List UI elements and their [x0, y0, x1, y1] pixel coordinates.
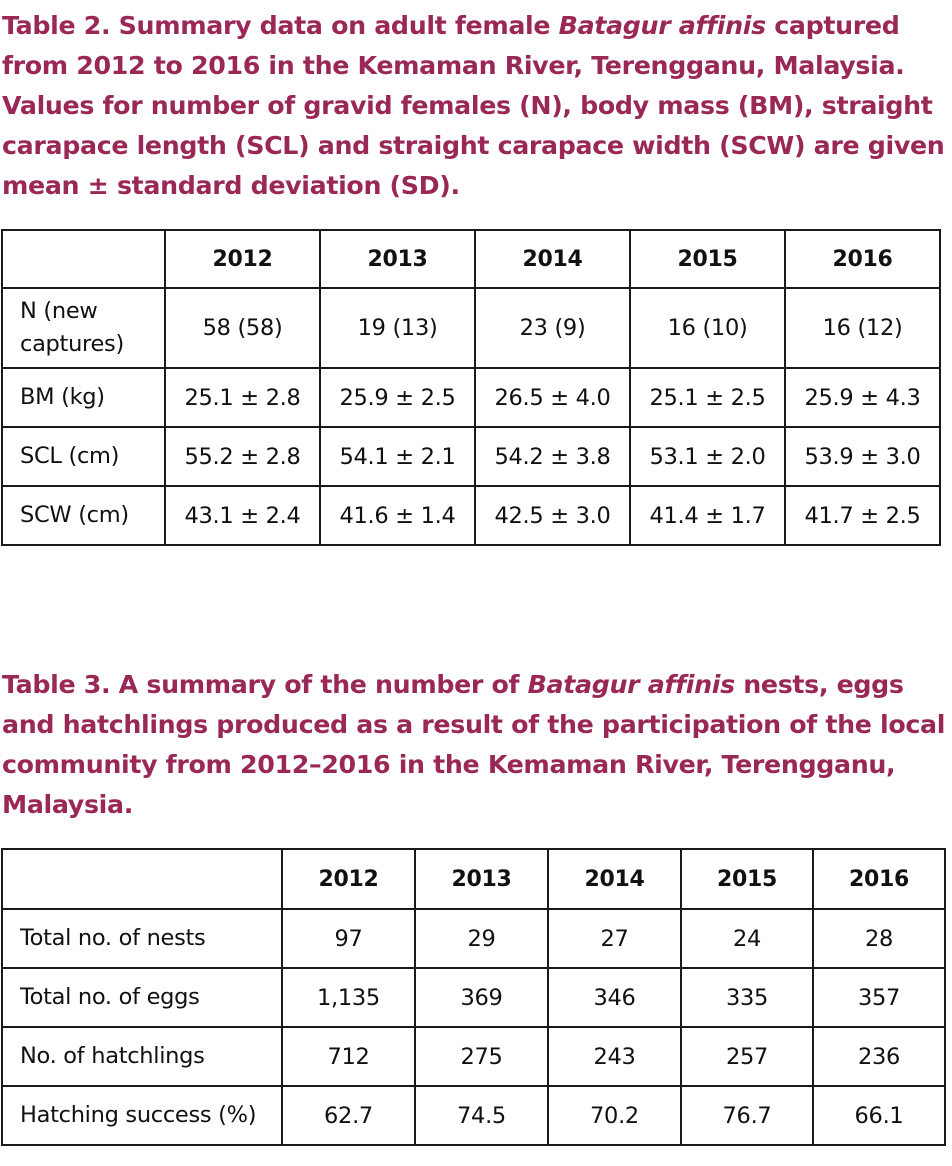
header-cell: 2014: [547, 848, 682, 910]
table-row: SCL (cm) 55.2 ± 2.8 54.1 ± 2.1 54.2 ± 3.…: [1, 426, 941, 487]
table-cell: 26.5 ± 4.0: [474, 367, 631, 428]
table-cell: 1,135: [281, 967, 416, 1028]
table-cell: 275: [414, 1026, 549, 1087]
table2-caption: Table 2. Summary data on adult female Ba…: [2, 6, 952, 206]
table-cell: 58 (58): [164, 287, 321, 369]
table-cell: 24: [680, 908, 814, 969]
table-cell: 76.7: [680, 1085, 814, 1146]
table-cell: 16 (12): [784, 287, 941, 369]
row-label: Hatching success (%): [1, 1085, 283, 1146]
row-label: Total no. of eggs: [1, 967, 283, 1028]
caption-line: and hatchlings produced as a result of t…: [2, 710, 946, 739]
table-cell: 243: [547, 1026, 682, 1087]
table-cell: 74.5: [414, 1085, 549, 1146]
table3-caption: Table 3. A summary of the number of Bata…: [2, 665, 948, 825]
row-label: No. of hatchlings: [1, 1026, 283, 1087]
table3: 2012 2013 2014 2015 2016 Total no. of ne…: [1, 848, 946, 1146]
table-cell: 369: [414, 967, 549, 1028]
table-cell: 62.7: [281, 1085, 416, 1146]
table-cell: 712: [281, 1026, 416, 1087]
header-cell: 2015: [629, 229, 786, 289]
caption-line: carapace length (SCL) and straight carap…: [2, 131, 952, 160]
row-label: SCL (cm): [1, 426, 166, 487]
table-cell: 41.4 ± 1.7: [629, 485, 786, 546]
header-cell: 2012: [281, 848, 416, 910]
caption-line: Table 2. Summary data on adult female Ba…: [2, 11, 900, 40]
table-row: Hatching success (%) 62.7 74.5 70.2 76.7…: [1, 1085, 946, 1146]
table-cell: 70.2: [547, 1085, 682, 1146]
table-cell: 28: [812, 908, 946, 969]
row-label: BM (kg): [1, 367, 166, 428]
header-cell: 2013: [414, 848, 549, 910]
caption-line: Table 3. A summary of the number of Bata…: [2, 670, 904, 699]
table-cell: 335: [680, 967, 814, 1028]
row-label: SCW (cm): [1, 485, 166, 546]
table-cell: 42.5 ± 3.0: [474, 485, 631, 546]
table-cell: 41.6 ± 1.4: [319, 485, 476, 546]
table-cell: 66.1: [812, 1085, 946, 1146]
header-cell: 2016: [784, 229, 941, 289]
table-cell: 55.2 ± 2.8: [164, 426, 321, 487]
table-cell: 25.1 ± 2.5: [629, 367, 786, 428]
table-cell: 53.9 ± 3.0: [784, 426, 941, 487]
caption-line: from 2012 to 2016 in the Kemaman River, …: [2, 51, 905, 80]
row-label: Total no. of nests: [1, 908, 283, 969]
table-row: SCW (cm) 43.1 ± 2.4 41.6 ± 1.4 42.5 ± 3.…: [1, 485, 941, 546]
table-cell: 236: [812, 1026, 946, 1087]
caption-line: community from 2012–2016 in the Kemaman …: [2, 750, 896, 779]
table-cell: 27: [547, 908, 682, 969]
table-cell: 23 (9): [474, 287, 631, 369]
table-cell: 357: [812, 967, 946, 1028]
table-cell: 25.9 ± 2.5: [319, 367, 476, 428]
table-cell: 54.1 ± 2.1: [319, 426, 476, 487]
table-cell: 43.1 ± 2.4: [164, 485, 321, 546]
table-row: No. of hatchlings 712 275 243 257 236: [1, 1026, 946, 1087]
caption-line: Values for number of gravid females (N),…: [2, 91, 933, 120]
table-cell: 25.9 ± 4.3: [784, 367, 941, 428]
row-label: N (new captures): [1, 287, 166, 369]
table-row: N (new captures) 58 (58) 19 (13) 23 (9) …: [1, 287, 941, 369]
table-row: BM (kg) 25.1 ± 2.8 25.9 ± 2.5 26.5 ± 4.0…: [1, 367, 941, 428]
table-cell: 257: [680, 1026, 814, 1087]
table-cell: 16 (10): [629, 287, 786, 369]
header-cell: 2015: [680, 848, 814, 910]
caption-line: Malaysia.: [2, 790, 133, 819]
header-cell: 2016: [812, 848, 946, 910]
table-row: Total no. of eggs 1,135 369 346 335 357: [1, 967, 946, 1028]
table-cell: 25.1 ± 2.8: [164, 367, 321, 428]
header-cell: 2013: [319, 229, 476, 289]
table-cell: 346: [547, 967, 682, 1028]
table2: 2012 2013 2014 2015 2016 N (new captures…: [1, 229, 941, 546]
table-cell: 29: [414, 908, 549, 969]
caption-line: mean ± standard deviation (SD).: [2, 171, 460, 200]
header-cell: [1, 848, 283, 910]
table-cell: 54.2 ± 3.8: [474, 426, 631, 487]
table-row: Total no. of nests 97 29 27 24 28: [1, 908, 946, 969]
table-cell: 53.1 ± 2.0: [629, 426, 786, 487]
header-cell: 2014: [474, 229, 631, 289]
table-cell: 19 (13): [319, 287, 476, 369]
table-header-row: 2012 2013 2014 2015 2016: [1, 229, 941, 289]
table-cell: 97: [281, 908, 416, 969]
header-cell: [1, 229, 166, 289]
header-cell: 2012: [164, 229, 321, 289]
table-cell: 41.7 ± 2.5: [784, 485, 941, 546]
table-header-row: 2012 2013 2014 2015 2016: [1, 848, 946, 910]
